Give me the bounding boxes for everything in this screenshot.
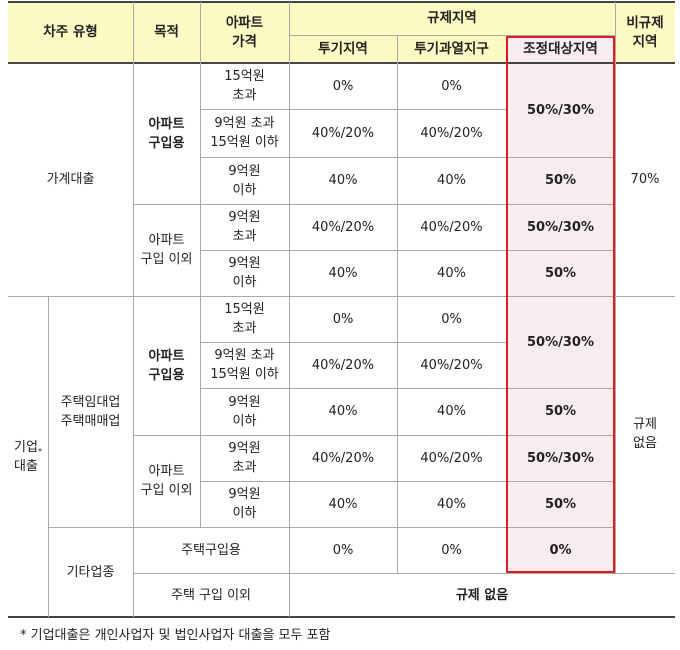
hh-r4-adj: 50%/30%: [527, 219, 594, 235]
hh-r2-over: 40%/20%: [420, 125, 483, 141]
corp-r2-over: 40%/20%: [420, 357, 483, 373]
vline: [48, 296, 49, 617]
hline: [133, 204, 615, 205]
header-bottom-border: [8, 62, 675, 64]
corp-rental-trade-label: 주택임대업 주택매매업: [60, 394, 121, 429]
corp-r2-spec: 40%/20%: [311, 357, 375, 373]
household-apt-other: 아파트 구입 이외: [140, 233, 193, 267]
corp-r1-spec: 0%: [332, 311, 354, 327]
corp-r1-over: 0%: [441, 311, 462, 327]
hh-r3-adj: 50%: [544, 173, 577, 188]
hh-r3-spec: 40%: [328, 173, 358, 188]
corp-hp-adj: 0%: [549, 542, 572, 558]
corporate-loan-text: 기업 대출: [14, 439, 38, 474]
header-borrower-type: 차주 유형: [8, 2, 133, 63]
hh-price-9to15: 9억원 초과 15억원 이하: [210, 116, 279, 150]
corporate-loan-label: 기업 대출 *: [8, 296, 48, 617]
corp-other-price-over9: 9억원 초과: [228, 441, 261, 475]
corp-nonreg: 규제 없음: [633, 416, 657, 451]
header-apt-price: 아파트 가격: [200, 2, 289, 63]
corp-price-under9: 9억원 이하: [228, 394, 261, 429]
hh-r4-over: 40%/20%: [420, 219, 483, 235]
table-bottom-border: [8, 616, 675, 618]
vline: [397, 35, 398, 573]
hh-r5-over: 40%: [437, 265, 466, 281]
hh-r4-spec: 40%/20%: [311, 219, 375, 235]
corp-r4-spec: 40%/20%: [311, 450, 375, 466]
vline: [506, 35, 507, 573]
corp-hp-over: 0%: [441, 542, 462, 558]
hline: [289, 35, 615, 36]
header-speculative: 투기지역: [289, 35, 397, 63]
hh-other-price-over9: 9억원 초과: [228, 210, 261, 244]
hline: [200, 481, 615, 482]
hh-price-over15: 15억원 초과: [224, 69, 265, 103]
footnote: * 기업대출은 개인사업자 및 법인사업자 대출을 모두 포함: [20, 628, 331, 643]
header-regulated: 규제지역: [289, 2, 615, 35]
adjusted-column-bg: [506, 63, 615, 573]
vline: [133, 2, 134, 617]
vline: [615, 2, 616, 573]
corp-r5-spec: 40%: [328, 496, 358, 512]
corp-other-industry-label: 기타업종: [66, 564, 115, 580]
hline: [48, 527, 615, 528]
corp-other-price-under9: 9억원 이하: [228, 487, 261, 521]
hline: [200, 109, 506, 110]
corp-apt-other: 아파트 구입 이외: [140, 464, 193, 498]
corp-r4-adj: 50%/30%: [527, 450, 594, 466]
hline: [200, 388, 615, 389]
header-non-regulated: 비규제 지역: [615, 2, 675, 63]
table-top-border: [8, 1, 675, 3]
hh-nonreg: 70%: [630, 172, 660, 187]
corp-r3-adj: 50%: [544, 404, 577, 419]
hh-r5-adj: 50%: [544, 265, 577, 281]
corp-r12-adj: 50%/30%: [527, 334, 594, 350]
hline: [200, 342, 506, 343]
vline: [200, 2, 201, 527]
corp-non-housing: 주택 구입 이외: [170, 587, 252, 603]
hh-price-under9: 9억원 이하: [228, 163, 261, 198]
corp-no-regulation: 규제 없음: [455, 587, 509, 603]
hh-r3-over: 40%: [437, 173, 466, 188]
header-purpose: 목적: [133, 2, 200, 63]
household-loan-label: 가계대출: [46, 172, 95, 187]
corp-hp-spec: 0%: [332, 542, 354, 558]
corp-price-9to15: 9억원 초과 15억원 이하: [210, 348, 279, 382]
corporate-footnote-mark: *: [37, 447, 42, 456]
hh-r12-adj: 50%/30%: [527, 102, 594, 118]
corp-r4-over: 40%/20%: [420, 450, 483, 466]
hline: [200, 157, 615, 158]
corp-housing-purchase: 주택구입용: [181, 542, 241, 558]
corp-price-over15: 15억원 초과: [224, 302, 265, 336]
hline: [133, 573, 675, 574]
hh-r1-spec: 0%: [332, 78, 354, 94]
corp-r5-adj: 50%: [544, 496, 577, 512]
corp-r3-spec: 40%: [328, 404, 358, 419]
hh-other-price-under9: 9억원 이하: [228, 256, 261, 290]
vline: [289, 2, 290, 617]
household-apt-purchase: 아파트 구입용: [148, 116, 185, 151]
hh-r5-spec: 40%: [328, 265, 358, 281]
corp-r5-over: 40%: [437, 496, 466, 512]
corp-apt-purchase: 아파트 구입용: [148, 348, 185, 383]
hline: [200, 250, 615, 251]
hh-r1-over: 0%: [441, 78, 462, 94]
header-adjusted: 조정대상지역: [506, 35, 615, 63]
hline: [8, 296, 675, 297]
hline: [133, 435, 615, 436]
hh-r2-spec: 40%/20%: [311, 125, 375, 141]
corp-r3-over: 40%: [437, 404, 466, 419]
header-overheated: 투기과열지구: [397, 35, 506, 63]
